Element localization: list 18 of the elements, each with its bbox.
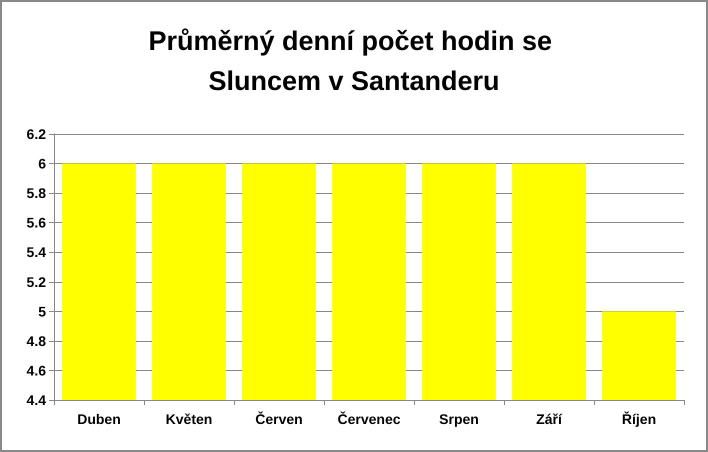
- y-tick-label: 4.8: [26, 332, 46, 349]
- y-tick-label: 5: [38, 303, 46, 320]
- y-tick-label: 5.2: [26, 274, 46, 290]
- x-tick-label: Duben: [77, 411, 121, 427]
- x-tick-label: Červenec: [337, 411, 401, 427]
- y-tick-label: 5.8: [26, 185, 46, 202]
- y-tick-label: 4.6: [26, 362, 46, 378]
- x-tick-label: Květen: [166, 411, 212, 427]
- x-tick-label: Září: [536, 411, 563, 427]
- y-tick-label: 6.2: [26, 126, 46, 142]
- chart-title: Průměrný denní počet hodin se Sluncem v Santanderu: [148, 26, 560, 96]
- y-tick-label: 4.4: [26, 392, 46, 408]
- y-tick-label: 5.6: [26, 214, 46, 231]
- x-tick-label: Srpen: [439, 411, 479, 427]
- x-tick-label: Červen: [255, 411, 303, 427]
- x-tick-label: Říjen: [622, 411, 656, 427]
- y-tick-label: 5.4: [26, 244, 46, 260]
- y-tick-label: 6: [38, 156, 46, 172]
